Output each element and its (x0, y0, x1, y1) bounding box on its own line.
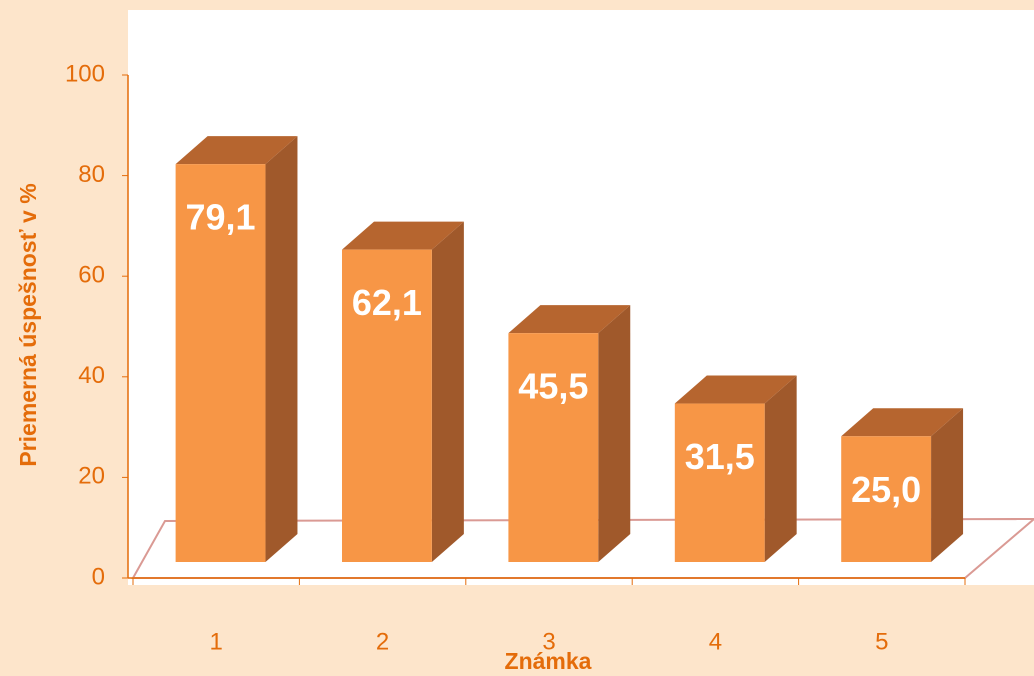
bar-top (175, 136, 298, 165)
bar-side (931, 408, 964, 562)
bar-side (265, 136, 298, 562)
bar-top (508, 305, 631, 334)
bar (674, 403, 765, 562)
bar-side (764, 375, 797, 562)
data-label: 79,1 (185, 197, 255, 238)
bar-top (674, 375, 797, 404)
x-tick-label: 5 (875, 628, 888, 655)
data-label: 31,5 (685, 436, 755, 477)
y-tick-label: 40 (78, 362, 105, 389)
data-label: 45,5 (518, 366, 588, 407)
y-axis-title: Priemerná úspešnosť v % (15, 183, 41, 466)
x-tick-label: 2 (376, 628, 389, 655)
x-tick-label: 3 (542, 628, 555, 655)
bar (508, 333, 599, 562)
y-tick-label: 0 (92, 563, 105, 590)
x-axis-title: Známka (505, 648, 592, 674)
bar-top (342, 221, 464, 250)
data-label: 62,1 (352, 282, 422, 323)
bar (841, 436, 932, 562)
x-tick-label: 4 (709, 628, 722, 655)
data-label: 25,0 (851, 469, 921, 510)
y-tick-label: 20 (78, 463, 105, 490)
bar (175, 164, 266, 562)
y-tick-label: 80 (78, 161, 105, 188)
bar (342, 249, 432, 562)
y-tick-label: 60 (78, 262, 105, 289)
y-tick-label: 100 (65, 60, 105, 87)
bar-side (598, 305, 631, 562)
bar-top (841, 408, 964, 437)
x-tick-label: 1 (210, 628, 223, 655)
bar-side (431, 221, 464, 562)
